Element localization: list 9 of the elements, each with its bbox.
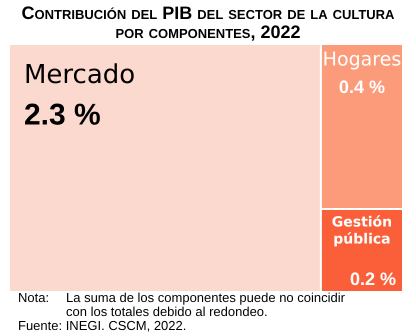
source-note: Fuente: INEGI. CSCM, 2022. [18,318,188,333]
category-label: Hogares [322,48,402,70]
text: Nota: La suma de los componentes puede no coincidir con los totales debido al redondeo. [18,290,345,319]
data-label: 0.4 % [338,76,385,97]
text: Contribución del PIB del sector de la cultura por componentes, 2022 [20,3,396,42]
data-label: 2.3 % [24,98,101,132]
category-label: Mercado [24,60,136,90]
data-label: 0.2 % [350,268,396,289]
category-label: Gestión pública [332,214,392,248]
